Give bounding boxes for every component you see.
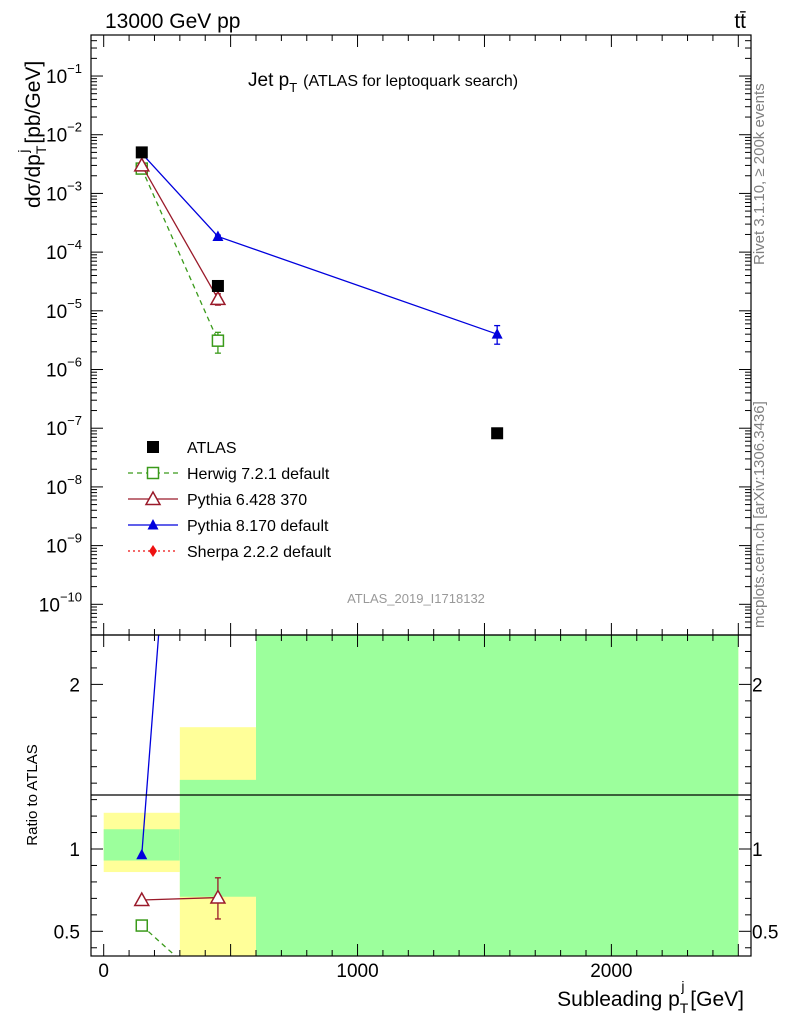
legend: ATLAS Herwig 7.2.1 default Pythia 6.428 37… xyxy=(128,440,332,561)
main-atlas-point-2 xyxy=(491,427,504,440)
legend-label-pythia8: Pythia 8.170 default xyxy=(187,518,329,535)
main-herwig-line xyxy=(141,168,219,341)
x-axis-label-sup: j xyxy=(680,978,684,994)
x-axis-label-sub: T xyxy=(680,1000,689,1016)
main-pythia8-point-2 xyxy=(491,328,503,339)
main-pythia6-point-0 xyxy=(133,156,151,172)
main-ytick-label-base: 10 xyxy=(46,67,67,88)
main-ytick-label-0: 10−10 xyxy=(39,589,82,616)
ratio-ytick-label-right-1: 1 xyxy=(752,840,763,861)
ratio-ytick-label-right-2: 2 xyxy=(752,675,763,696)
ratio-pythia8-point-0 xyxy=(136,848,148,860)
x-axis-label: Subleading pTj [GeV] xyxy=(557,978,744,1016)
rivet-version-text: Rivet 3.1.10, ≥ 200k events xyxy=(751,83,768,265)
ratio-herwig-point-0 xyxy=(135,919,149,932)
legend-marker-atlas xyxy=(147,441,159,453)
main-ytick-label-base: 10 xyxy=(46,419,67,440)
legend-marker-pythia6 xyxy=(144,490,162,506)
main-ytick-label-3: 10−7 xyxy=(46,413,82,440)
main-ytick-label-base: 10 xyxy=(46,361,67,382)
ratio-ytick-label-left-1: 1 xyxy=(69,840,80,861)
main-ytick-label-9: 10−1 xyxy=(46,61,82,88)
chart-title-sub: T xyxy=(289,80,297,95)
main-ytick-label-base: 10 xyxy=(46,302,67,323)
x-tick-label-1: 1000 xyxy=(336,961,378,982)
main-y-axis-label-main: dσ/dp xyxy=(22,154,45,208)
ratio-y-axis-label: Ratio to ATLAS xyxy=(24,744,41,845)
main-ytick-label-1: 10−9 xyxy=(46,531,82,558)
main-atlas-point-1 xyxy=(211,279,224,292)
main-y-axis-label: dσ/dpTj [pb/GeV] xyxy=(15,61,49,208)
legend-label-sherpa: Sherpa 2.2.2 default xyxy=(187,544,332,561)
x-tick-label-2: 2000 xyxy=(590,961,632,982)
legend-marker-herwig xyxy=(146,466,160,480)
main-ytick-label-exp: −4 xyxy=(67,237,82,252)
main-atlas-point-0 xyxy=(135,146,148,159)
ratio-axis-ticks xyxy=(91,634,751,956)
main-ytick-label-base: 10 xyxy=(46,478,67,499)
ratio-herwig-point-1 xyxy=(212,989,223,1000)
main-y-tick-labels: 10−1010−910−810−710−610−510−410−310−210−… xyxy=(39,61,82,616)
legend-marker-pythia8 xyxy=(147,519,159,530)
main-ytick-label-exp: −7 xyxy=(67,413,82,428)
main-pythia6-line xyxy=(141,165,219,300)
ratio-pythia6-line xyxy=(141,896,218,901)
main-ytick-label-8: 10−2 xyxy=(46,120,82,147)
main-ytick-label-exp: −1 xyxy=(67,61,82,76)
main-ytick-label-base: 10 xyxy=(46,126,67,147)
ratio-pythia6-point-0 xyxy=(133,891,151,907)
main-ytick-label-5: 10−5 xyxy=(46,296,82,323)
chart-title: Jet pT (ATLAS for leptoquark search) xyxy=(248,70,518,95)
main-ytick-label-7: 10−3 xyxy=(46,178,82,205)
legend-marker-sherpa xyxy=(149,545,157,557)
ratio-ytick-label-left-0: 0.5 xyxy=(54,922,80,943)
x-tick-labels: 0 1000 2000 xyxy=(98,961,632,982)
ratio-ytick-label-right-0: 0.5 xyxy=(752,922,778,943)
legend-label-herwig: Herwig 7.2.1 default xyxy=(187,466,330,483)
main-y-axis-label-sub: T xyxy=(33,145,49,154)
main-ytick-label-base: 10 xyxy=(46,537,67,558)
x-tick-label-0: 0 xyxy=(98,961,109,982)
main-pythia6-point-1 xyxy=(209,290,227,306)
main-pythia8-point-1 xyxy=(212,230,224,241)
main-ytick-label-exp: −9 xyxy=(67,531,82,546)
x-axis-label-main: Subleading p xyxy=(557,988,680,1011)
chart-title-rest: (ATLAS for leptoquark search) xyxy=(303,73,518,90)
ratio-y-tick-labels: 0.5 0.5 1 1 2 2 xyxy=(54,675,779,943)
main-ytick-label-exp: −2 xyxy=(67,120,82,135)
main-y-axis-label-unit: [pb/GeV] xyxy=(22,61,45,150)
main-ytick-label-exp: −6 xyxy=(67,355,82,370)
main-pythia8-line xyxy=(141,152,498,335)
ratio-series-layer xyxy=(133,635,227,1000)
legend-label-atlas: ATLAS xyxy=(187,440,237,457)
main-ytick-label-exp: −3 xyxy=(67,178,82,193)
main-series-layer xyxy=(133,146,504,440)
legend-label-pythia6: Pythia 6.428 370 xyxy=(187,492,307,509)
main-ytick-label-exp: −10 xyxy=(60,589,82,604)
analysis-watermark: ATLAS_2019_I1718132 xyxy=(347,591,485,606)
main-axis-ticks xyxy=(91,34,751,636)
main-ytick-label-4: 10−6 xyxy=(46,355,82,382)
main-ytick-label-exp: −8 xyxy=(67,472,82,487)
mcplots-text: mcplots.cern.ch [arXiv:1306.3436] xyxy=(751,401,768,628)
main-ytick-label-exp: −5 xyxy=(67,296,82,311)
energy-label: 13000 GeV pp xyxy=(105,10,240,33)
main-ytick-label-6: 10−4 xyxy=(46,237,82,264)
main-ytick-label-base: 10 xyxy=(46,243,67,264)
ratio-ytick-label-left-2: 2 xyxy=(69,675,80,696)
x-axis-label-unit: [GeV] xyxy=(684,988,744,1011)
main-ytick-label-2: 10−8 xyxy=(46,472,82,499)
main-ytick-label-base: 10 xyxy=(39,595,60,616)
ratio-pythia6-point-1 xyxy=(209,889,227,904)
main-ytick-label-base: 10 xyxy=(46,184,67,205)
main-y-axis-label-sup: j xyxy=(15,149,31,153)
chart-title-main: Jet p xyxy=(248,70,289,91)
main-herwig-point-1 xyxy=(211,334,225,347)
process-label: tt̄ xyxy=(734,10,746,33)
